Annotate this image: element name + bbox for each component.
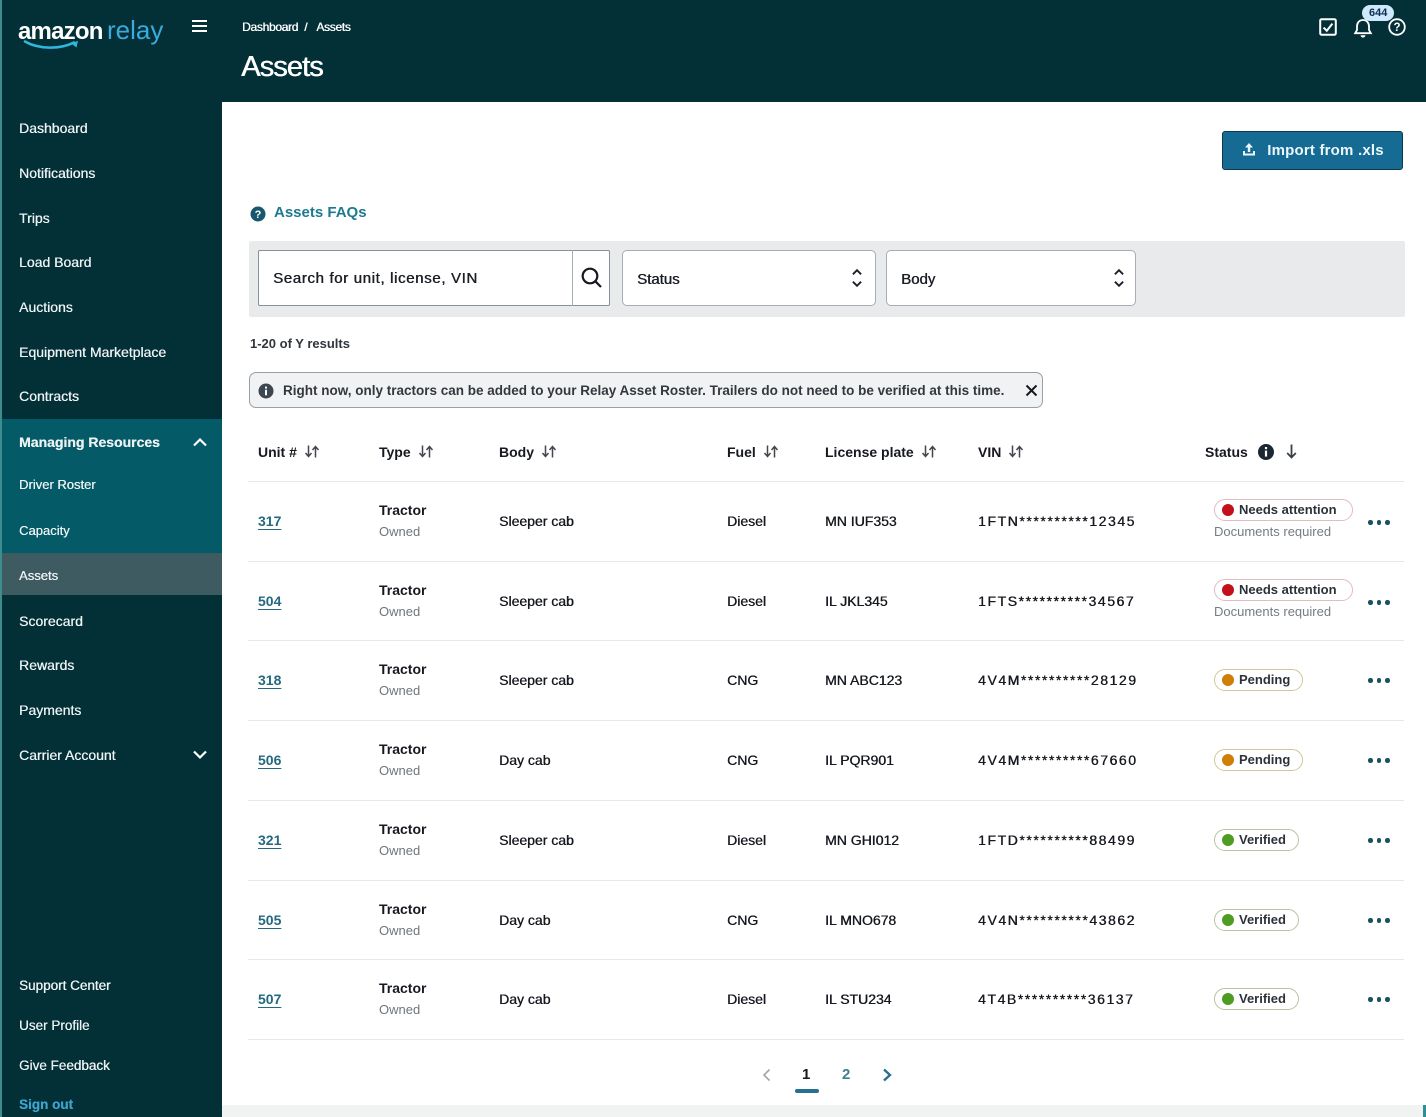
svg-text:?: ? [1393, 22, 1400, 34]
svg-text:?: ? [255, 209, 262, 221]
